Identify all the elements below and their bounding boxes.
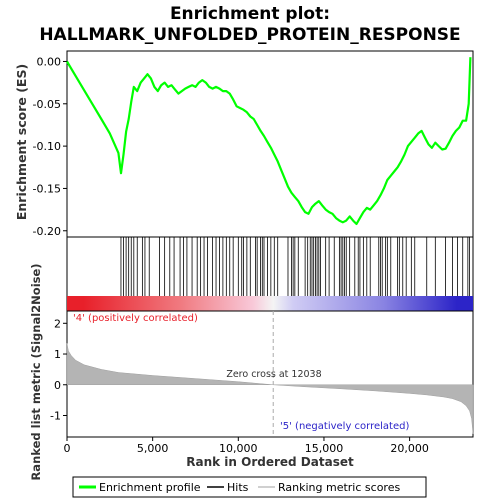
metric-x-axis-label: Rank in Ordered Dataset xyxy=(186,455,354,469)
metric-x-tick-label: 15,000 xyxy=(305,442,344,455)
legend-enrichment-label: Enrichment profile xyxy=(99,481,201,494)
metric-y-tick-label: -1 xyxy=(50,409,61,422)
metric-x-tick-label: 10,000 xyxy=(219,442,258,455)
es-plot-frame xyxy=(66,50,474,238)
metric-y-tick-label: 0 xyxy=(54,379,61,392)
rank-gradient-bar xyxy=(67,296,473,311)
metric-y-tick-label: 2 xyxy=(54,317,61,330)
positive-class-label: '4' (positively correlated) xyxy=(73,313,198,324)
es-y-tick-label: -0.20 xyxy=(33,225,61,238)
es-y-tick-label: -0.05 xyxy=(33,98,61,111)
metric-x-tick-label: 20,000 xyxy=(390,442,429,455)
legend-box xyxy=(72,476,427,498)
chart-title-line1: Enrichment plot: xyxy=(170,4,330,24)
metric-x-tick-label: 5,000 xyxy=(137,442,169,455)
hits-lines xyxy=(120,237,470,296)
metric-y-tick-label: 1 xyxy=(54,348,61,361)
chart-title-line2: HALLMARK_UNFOLDED_PROTEIN_RESPONSE xyxy=(39,25,460,45)
es-y-axis: 0.00 -0.05 -0.10 -0.15 -0.20 xyxy=(33,55,67,238)
zero-cross-label: Zero cross at 12038 xyxy=(226,369,321,380)
legend-metric-label: Ranking metric scores xyxy=(278,481,400,494)
ranking-metric-fill xyxy=(66,343,474,434)
ranking-metric-area xyxy=(66,343,474,434)
es-y-tick-label: 0.00 xyxy=(37,55,62,68)
es-y-tick-label: -0.10 xyxy=(33,140,61,153)
metric-x-axis: 0 5,000 10,000 15,000 20,000 xyxy=(64,437,429,455)
metric-y-axis-label: Ranked list metric (Signal2Noise) xyxy=(29,263,43,480)
es-y-axis-label: Enrichment score (ES) xyxy=(14,64,29,220)
metric-y-axis: 2 1 0 -1 xyxy=(50,317,67,422)
enrichment-profile-series xyxy=(66,57,472,226)
metric-x-tick-label: 0 xyxy=(64,442,71,455)
rank-color-bar xyxy=(67,296,473,311)
negative-class-label: '5' (negatively correlated) xyxy=(280,421,409,432)
es-y-tick-label: -0.15 xyxy=(33,182,61,195)
legend-hits-label: Hits xyxy=(227,481,249,494)
enrichment-profile-line xyxy=(66,57,472,226)
